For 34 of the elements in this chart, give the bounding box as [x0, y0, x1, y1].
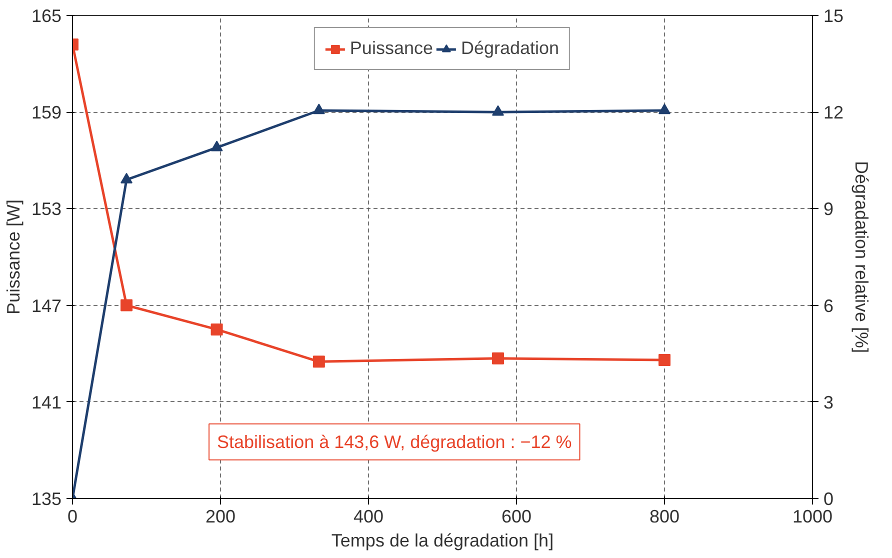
legend-label: Puissance [350, 38, 433, 59]
point [658, 354, 670, 366]
point [120, 172, 133, 184]
y2-tick-label: 9 [824, 199, 834, 220]
annotation: Stabilisation à 143,6 W, dégradation : −12 % [217, 432, 572, 452]
x-tick-label: 0 [67, 506, 78, 526]
point [312, 356, 325, 368]
y2-tick-label: 0 [824, 489, 834, 509]
point [492, 105, 504, 116]
y2-tick-label: 3 [824, 392, 834, 412]
x-tick-label: 1000 [792, 506, 833, 526]
point [120, 299, 133, 312]
y2-tick-label: 15 [824, 6, 844, 26]
x-tick-label: 600 [501, 506, 532, 526]
y2-axis-title: Dégradation relative [%] [852, 160, 872, 354]
point [658, 104, 670, 114]
y2-tick-label: 6 [824, 296, 834, 316]
y-tick-label: 159 [31, 102, 62, 123]
x-axis-title: Temps de la dégradation [h] [331, 530, 554, 550]
point [210, 323, 223, 336]
y-tick-label: 165 [31, 6, 62, 26]
point [312, 104, 325, 114]
y2-tick-label: 12 [824, 102, 844, 123]
point [492, 352, 504, 364]
y-axis-title: Puissance [W] [3, 199, 24, 315]
x-tick-label: 200 [205, 506, 236, 526]
y-tick-label: 141 [31, 392, 62, 412]
point [210, 140, 223, 152]
y-tick-label: 135 [31, 489, 62, 509]
y-tick-label: 153 [31, 199, 62, 220]
x-tick-label: 400 [353, 506, 384, 526]
y-tick-label: 147 [31, 296, 62, 316]
x-tick-label: 800 [649, 506, 680, 526]
legend-label: Dégradation [460, 38, 560, 59]
